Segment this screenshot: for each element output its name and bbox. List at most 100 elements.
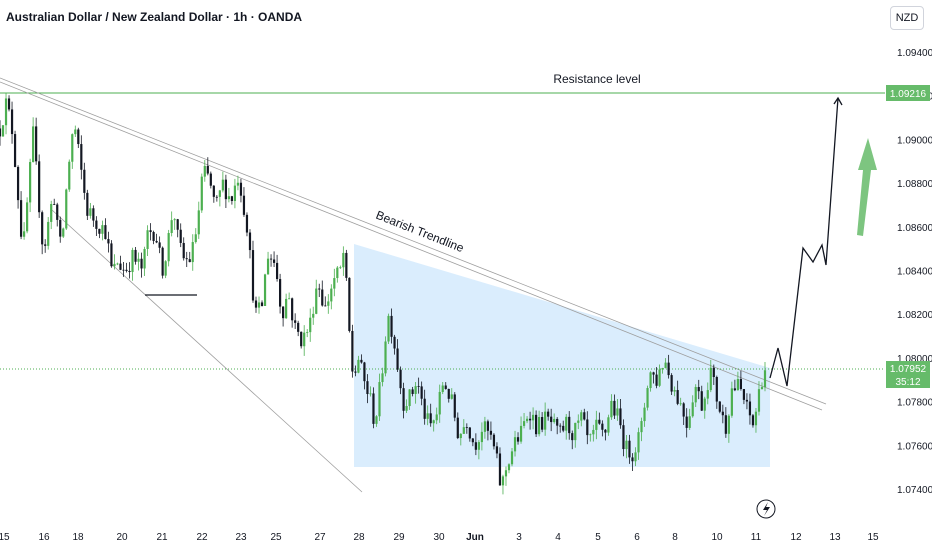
candle-body [218,190,221,197]
candle-body [291,298,294,321]
candle-body [339,267,342,269]
candle-body [459,433,462,439]
time-tick-label: 23 [235,532,247,543]
price-tick-label: 1.07400 [897,485,932,496]
candle-body [417,386,420,387]
time-tick-label: 30 [433,532,445,543]
candle-body [47,221,50,246]
candle-body [53,203,56,205]
candle-body [453,394,456,418]
trendline-upper [0,77,827,405]
candle-body [655,374,658,386]
candle-body [589,434,592,436]
candle-body [646,388,649,408]
candle-body [637,432,640,453]
lightning-icon[interactable] [756,499,776,519]
price-tick-label: 1.09000 [897,135,932,146]
candle-body [227,196,230,200]
time-tick-label: 4 [555,532,561,543]
candle-body [586,419,589,436]
candle-body [601,423,604,430]
candle-body [528,418,532,421]
candle-body [285,298,288,319]
candle-body [673,390,676,392]
time-axis[interactable]: 15 16 18 20 21 22 23 25 27 28 29 30 Jun 3 4 5 6 8 10 11 12 13… [0,532,879,543]
candle-body [19,200,23,237]
candle-body [62,228,65,237]
candle-body [29,162,32,203]
candle-body [173,219,176,221]
candle-body [438,391,441,415]
candle-body [718,401,721,412]
candle-body [22,231,26,237]
candle-body [275,262,279,280]
candle-body [113,263,116,267]
candle-body [137,258,140,262]
candle-body [351,330,354,372]
candle-body [489,430,493,435]
candle-body [294,320,297,323]
candle-body [330,288,333,302]
candle-body [143,248,146,269]
candle-body [167,233,170,262]
time-tick-label: 15 [0,532,10,543]
candle-body [65,189,68,229]
time-tick-label: 11 [751,532,762,543]
candle-body [212,185,215,197]
candle-body [309,317,312,333]
candle-body [604,429,607,433]
candle-body [146,230,149,249]
candle-body [369,393,372,395]
candle-body [122,269,125,271]
candle-body [200,176,203,211]
price-tick-label: 1.08600 [897,223,932,234]
candle-body [483,421,487,432]
countdown-value: 35:12 [895,377,920,388]
currency-button[interactable]: NZD [890,6,924,30]
candle-body [553,418,556,423]
candle-body [10,109,14,135]
candle-body [414,386,417,394]
candle-body [712,367,715,378]
candle-body [197,210,200,235]
time-tick-label: 27 [314,532,326,543]
candle-body [571,433,574,441]
candle-body [628,440,631,458]
candle-body [522,421,526,426]
candle-body [625,440,628,450]
candle-body [435,414,438,421]
candle-body [185,258,188,260]
candle-body [336,267,339,279]
time-tick-label: 3 [516,532,522,543]
candle-body [408,389,411,407]
time-tick-label: 18 [72,532,84,543]
candle-body [423,398,426,419]
candle-body [432,420,435,424]
candle-body [324,305,327,307]
candle-body [730,388,733,416]
candle-body [763,370,767,388]
candle-body [155,240,158,243]
candle-body [80,144,83,170]
candle-body [221,179,224,191]
candle-body [697,386,700,392]
candle-body [38,161,41,213]
candle-body [288,298,291,300]
candle-body [634,452,637,462]
candle-body [387,315,390,342]
price-axis[interactable]: 1.07400 1.07600 1.07800 1.08000 1.08200 1.084… [897,48,932,496]
candle-body [519,425,523,442]
candle-body [257,302,261,308]
time-tick-label: 22 [196,532,208,543]
candle-body [640,421,643,433]
candle-body [652,372,655,375]
candle-body [447,388,450,399]
candle-body [233,185,237,202]
candle-body [516,437,520,442]
candle-body [164,261,167,276]
candle-body [468,427,471,439]
candle-body [176,219,179,230]
candle-body [248,232,252,251]
